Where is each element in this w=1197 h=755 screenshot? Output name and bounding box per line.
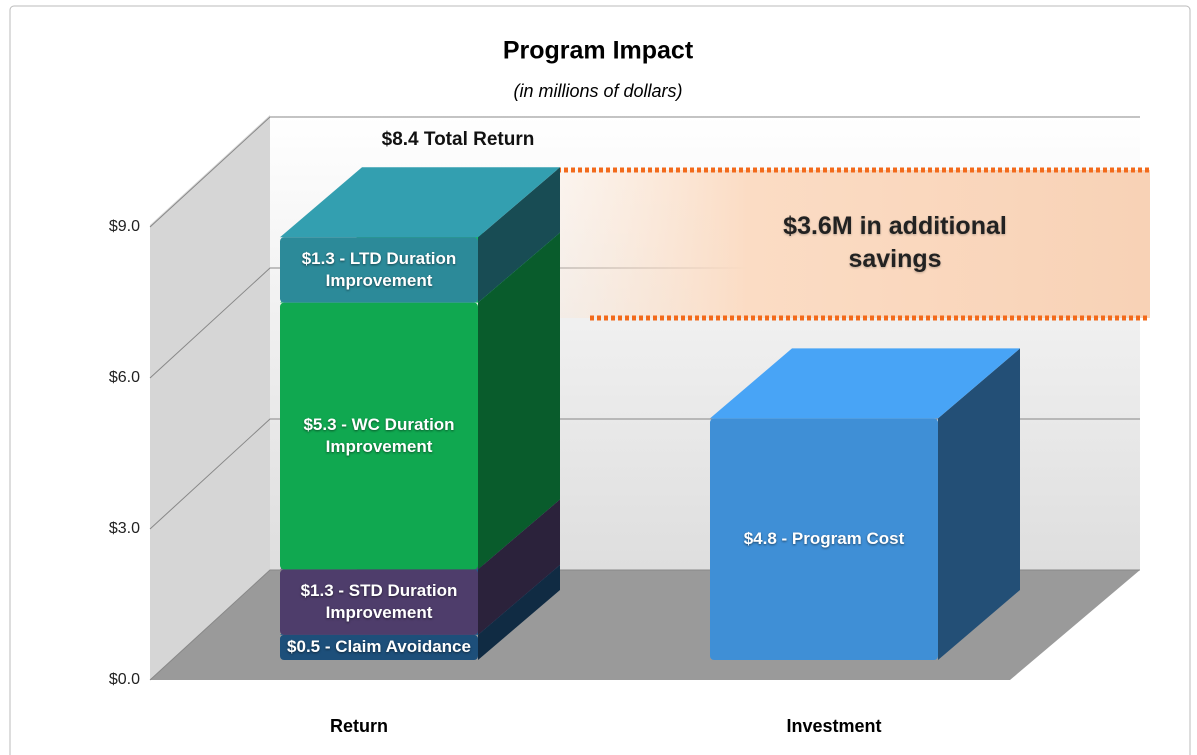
data-label: $1.3 - LTD Duration Improvement: [301, 248, 457, 290]
x-tick-label: Return: [330, 716, 388, 736]
bar: [280, 569, 478, 635]
x-tick-label: Investment: [786, 716, 881, 736]
y-tick-label: $3.0: [109, 520, 140, 537]
y-tick-label: $6.0: [109, 369, 140, 386]
chart-title: Program Impact: [503, 37, 694, 65]
data-label: $4.8 - Program Cost: [743, 529, 905, 549]
savings-annotation: $3.6M in additional savings: [783, 212, 1007, 273]
bar-side: [938, 348, 1020, 660]
data-label: $5.3 - WC Duration Improvement: [303, 414, 455, 456]
bar-side: [478, 232, 560, 570]
data-label-box: $1.3 - LTD Duration Improvement: [301, 248, 457, 290]
frame: [9, 5, 1191, 755]
side-wall: [150, 115, 270, 680]
bar: [280, 237, 478, 303]
bar: [280, 634, 478, 660]
y-tick-label: $9.0: [109, 218, 140, 235]
data-label-box: $0.5 - Claim Avoidance: [287, 637, 471, 657]
data-label-box: $4.8 - Program Cost: [743, 529, 905, 549]
bar-side: [478, 167, 560, 303]
bar-side: [478, 564, 560, 660]
bar: [710, 418, 938, 660]
data-label-box: $5.3 - WC Duration Improvement: [303, 414, 455, 456]
bar: [280, 302, 478, 570]
savings-band: [480, 170, 1150, 318]
bar-top: [710, 348, 1020, 419]
savings-annotation-box: $3.6M in additional savings: [783, 212, 1007, 273]
bar-top: [280, 167, 560, 238]
data-label-box: $1.3 - STD Duration Improvement: [300, 581, 458, 623]
total-annotation: $8.4 Total Return: [382, 129, 535, 150]
y-tick-label: $0.0: [109, 671, 140, 688]
data-label: $1.3 - STD Duration Improvement: [300, 581, 458, 623]
bar-side: [478, 499, 560, 635]
data-label: $0.5 - Claim Avoidance: [287, 637, 471, 657]
grid-line: [149, 116, 1140, 228]
chart-subtitle: (in millions of dollars): [513, 81, 682, 101]
